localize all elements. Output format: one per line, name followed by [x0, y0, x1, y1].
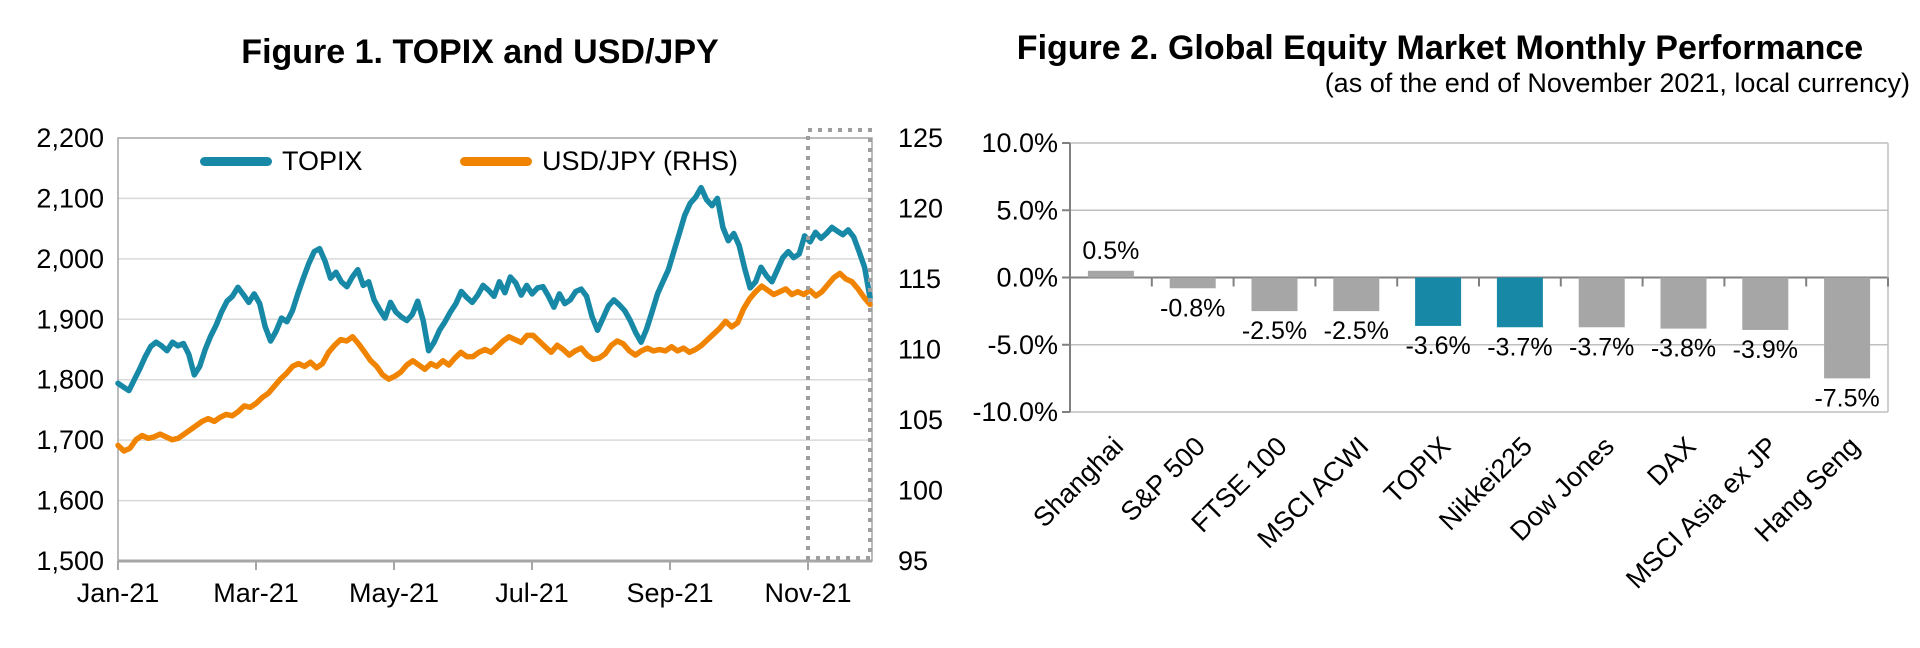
bar-msci-asia-ex-jp [1742, 277, 1789, 330]
left-axis-tick-label: 1,600 [36, 486, 104, 516]
bar-value-label: -2.5% [1242, 317, 1307, 345]
bar-value-label: -2.5% [1324, 317, 1389, 345]
legend-label-usdjpy: USD/JPY (RHS) [542, 146, 739, 176]
x-axis-tick-label: Jan-21 [77, 578, 160, 608]
category-label: TOPIX [1378, 431, 1456, 509]
left-axis-tick-label: 1,900 [36, 304, 104, 334]
bar-value-label: -0.8% [1160, 294, 1225, 322]
x-axis-tick-label: Mar-21 [213, 578, 299, 608]
left-axis-tick-label: 1,700 [36, 425, 104, 455]
bar-msci-acwi [1333, 277, 1380, 312]
bar-nikkei225 [1496, 277, 1543, 328]
figure2-subtitle: (as of the end of November 2021, local c… [1324, 68, 1910, 98]
figure2-panel: Figure 2. Global Equity Market Monthly P… [960, 0, 1920, 648]
y-axis-tick-label: -10.0% [972, 397, 1058, 427]
left-axis-tick-label: 2,100 [36, 183, 104, 213]
right-axis-tick-label: 115 [898, 264, 941, 294]
global-equity-bar-chart: 10.0% 5.0% 0.0% -5.0% -10.0% 0.5% Shanghai -0.8… [972, 128, 1889, 594]
bar-dax [1660, 277, 1707, 329]
left-axis-tick-label: 2,000 [36, 244, 104, 274]
bar-ftse-100 [1251, 277, 1298, 312]
category-label: Shanghai [1027, 431, 1129, 533]
category-label: DAX [1641, 431, 1701, 491]
legend-label-topix: TOPIX [282, 146, 363, 176]
left-axis-tick-label: 1,800 [36, 365, 104, 395]
right-axis-tick-label: 110 [898, 335, 941, 365]
figure1-panel: Figure 1. TOPIX and USD/JPY Jan-21 Mar-21… [36, 33, 943, 608]
category-label: MSCI Asia ex JP [1620, 431, 1783, 594]
bar-topix [1415, 277, 1462, 326]
topix-line [115, 184, 873, 394]
x-axis-tick-label: Jul-21 [495, 578, 569, 608]
bar-value-label: -3.7% [1487, 333, 1552, 361]
usdjpy-line [115, 270, 873, 454]
topix-usdjpy-line-chart: Jan-21 Mar-21 May-21 Jul-21 Sep-21 Nov-21 2,20… [36, 123, 943, 608]
left-axis-tick-label: 1,500 [36, 546, 104, 576]
y-axis-tick-label: 10.0% [981, 128, 1058, 158]
figure1-title: Figure 1. TOPIX and USD/JPY [241, 33, 719, 71]
right-axis-tick-label: 95 [898, 546, 928, 576]
bar-hang-seng [1824, 277, 1871, 379]
y-axis-tick-label: 5.0% [996, 195, 1058, 225]
november-highlight-box [806, 128, 872, 560]
y-axis-tick-label: -5.0% [987, 330, 1058, 360]
bar-dow-jones [1578, 277, 1625, 328]
topix-line-swatch [200, 157, 272, 166]
right-axis-tick-label: 120 [898, 194, 943, 224]
bar-value-label: -7.5% [1814, 384, 1879, 412]
left-axis-tick-label: 2,200 [36, 123, 104, 153]
right-axis-tick-label: 125 [898, 123, 943, 153]
bar-value-label: -3.9% [1733, 336, 1798, 364]
bar-value-label: 0.5% [1082, 237, 1139, 265]
figure2-title: Figure 2. Global Equity Market Monthly P… [1016, 29, 1864, 67]
legend-item-usdjpy: USD/JPY (RHS) [460, 146, 738, 177]
bar-s-p-500 [1169, 277, 1216, 289]
y-axis-tick-label: 0.0% [996, 263, 1058, 293]
x-axis-tick-label: May-21 [349, 578, 439, 608]
bar-shanghai [1087, 270, 1134, 278]
bar-value-label: -3.8% [1651, 335, 1716, 363]
x-axis-tick-label: Sep-21 [626, 578, 713, 608]
right-axis-tick-label: 100 [898, 476, 943, 506]
usdjpy-line-swatch [460, 157, 532, 166]
x-axis-tick-label: Nov-21 [764, 578, 851, 608]
bar-value-label: -3.7% [1569, 333, 1634, 361]
bar-value-label: -3.6% [1405, 332, 1470, 360]
right-axis-tick-label: 105 [898, 405, 943, 435]
legend-item-topix: TOPIX [200, 146, 363, 177]
